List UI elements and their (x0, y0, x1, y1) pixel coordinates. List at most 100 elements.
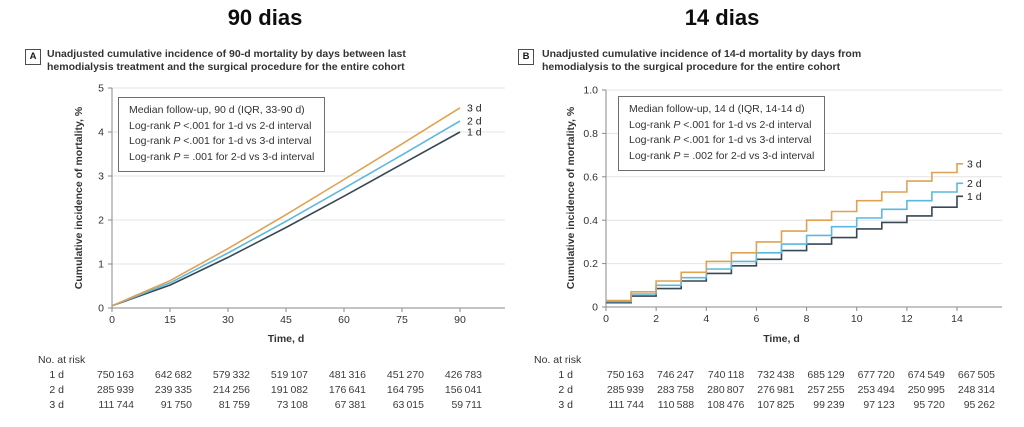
at-risk-value: 164 795 (386, 384, 424, 396)
panel-caption: Unadjusted cumulative incidence of 90-d … (47, 48, 406, 73)
panel-letter-badge: A (25, 49, 41, 65)
y-tick-label: 1 (98, 259, 104, 271)
at-risk-value: 685 129 (807, 369, 845, 381)
at-risk-value: 176 641 (328, 384, 366, 396)
at-risk-value: 642 682 (154, 369, 192, 381)
at-risk-value: 108 476 (707, 399, 745, 411)
legend-line: Log-rank P <.001 for 1-d vs 2-d interval (629, 118, 812, 131)
legend-line: Median follow-up, 90 d (IQR, 33-90 d) (129, 104, 305, 116)
at-risk-header: No. at risk (534, 354, 582, 366)
at-risk-value: 283 758 (657, 384, 695, 396)
at-risk-value: 280 807 (707, 384, 745, 396)
at-risk-value: 214 256 (212, 384, 250, 396)
x-tick-label: 8 (804, 313, 810, 325)
x-tick-label: 15 (164, 314, 176, 326)
series-label: 3 d (467, 102, 482, 114)
chart-14d: 0 2 4 6 8 10 12 14 0 0.2 0.4 0.6 0.8 1.0 3 d 2 d1 d (583, 85, 1002, 325)
x-tick-label: 12 (901, 313, 913, 325)
x-tick-label: 0 (603, 313, 609, 325)
y-tick-label: 0 (592, 302, 598, 314)
at-risk-value: 257 255 (807, 384, 845, 396)
at-risk-row: 1 d 750 163 642 682 579 332 519 107 481 316 45… (0, 369, 512, 382)
at-risk-value: 426 783 (444, 369, 482, 381)
x-tick-label: 10 (851, 313, 863, 325)
x-tick-label: 75 (396, 314, 408, 326)
at-risk-header: No. at risk (38, 354, 86, 366)
at-risk-row-label: 1 d (49, 369, 64, 381)
at-risk-value: 750 163 (606, 369, 644, 381)
y-tick-label: 3 (98, 171, 104, 183)
series-3d (111, 107, 461, 307)
at-risk-value: 250 995 (907, 384, 945, 396)
at-risk-row: 3 d 111 744 110 588 108 476 107 825 99 239 97 … (512, 399, 1024, 412)
at-risk-value: 732 438 (757, 369, 795, 381)
x-tick-label: 6 (754, 313, 760, 325)
series-label: 3 d (967, 158, 982, 170)
legend-line: Log-rank P <.001 for 1-d vs 3-d interval (129, 135, 312, 147)
at-risk-row: 1 d 750 163 746 247 740 118 732 438 685 129 67… (512, 369, 1024, 382)
at-risk-value: 239 335 (154, 384, 192, 396)
at-risk-value: 677 720 (857, 369, 895, 381)
at-risk-value: 67 381 (334, 399, 366, 411)
at-risk-value: 156 041 (444, 384, 482, 396)
y-tick-label: 0.8 (583, 128, 598, 140)
at-risk-value: 91 750 (160, 399, 192, 411)
y-axis-label: Cumulative incidence of mortality, % (73, 106, 85, 290)
at-risk-value: 451 270 (386, 369, 424, 381)
at-risk-value: 95 720 (913, 399, 945, 411)
panel-90d-title: 90 dias (227, 5, 303, 30)
panel-90d: 90 dias A Unadjusted cumulative incidenc… (0, 5, 512, 412)
panel-14d: 14 dias B Unadjusted cumulative incidenc… (512, 0, 1024, 427)
at-risk-value: 667 505 (957, 369, 995, 381)
y-tick-label: 0.2 (583, 258, 598, 270)
legend-line: Log-rank P = .001 for 2-d vs 3-d interva… (129, 150, 315, 163)
panel-caption: Unadjusted cumulative incidence of 14-d … (542, 48, 862, 73)
legend-box: Median follow-up, 14 d (IQR, 14-14 d) Log… (618, 96, 826, 171)
at-risk-value: 579 332 (212, 369, 250, 381)
at-risk-value: 248 314 (957, 384, 995, 396)
series-label: 1 d (467, 127, 482, 139)
at-risk-value: 73 108 (276, 399, 308, 411)
at-risk-row-label: 3 d (558, 399, 573, 411)
series-label: 2 d (467, 116, 482, 128)
series-2d (606, 182, 963, 303)
at-risk-value: 276 981 (757, 384, 795, 396)
at-risk-row: 2 d 285 939 239 335 214 256 191 082 176 641 16… (0, 384, 512, 397)
at-risk-value: 740 118 (707, 369, 745, 381)
at-risk-value: 95 262 (963, 399, 995, 411)
legend-line: Log-rank P <.001 for 1-d vs 3-d interval (629, 134, 812, 146)
at-risk-value: 111 744 (608, 399, 644, 411)
at-risk-value: 481 316 (328, 369, 366, 381)
x-tick-label: 45 (280, 314, 292, 326)
legend-box: Median follow-up, 90 d (IQR, 33-90 d) Log… (118, 97, 326, 172)
x-tick-label: 2 (653, 313, 659, 325)
at-risk-value: 81 759 (218, 399, 250, 411)
x-axis-label: Time, d (763, 333, 800, 345)
at-risk-value: 97 123 (863, 399, 895, 411)
x-tick-label: 60 (338, 314, 350, 326)
series-1d (606, 195, 963, 304)
panel-letter-badge: B (518, 49, 534, 65)
at-risk-value: 107 825 (757, 399, 795, 411)
at-risk-row-label: 3 d (49, 399, 64, 411)
x-tick-label: 30 (222, 314, 234, 326)
at-risk-row-label: 2 d (49, 384, 64, 396)
at-risk-row-label: 2 d (558, 384, 573, 396)
at-risk-row: 2 d 285 939 283 758 280 807 276 981 257 255 25… (512, 384, 1024, 397)
y-tick-label: 2 (98, 215, 104, 227)
legend-line: Median follow-up, 14 d (IQR, 14-14 d) (629, 103, 805, 115)
legend-line: Log-rank P = .002 for 2-d vs 3-d interva… (629, 149, 815, 162)
at-risk-row-label: 1 d (558, 369, 573, 381)
at-risk-value: 746 247 (657, 369, 695, 381)
y-tick-label: 1.0 (583, 85, 598, 97)
at-risk-value: 63 015 (392, 399, 424, 411)
series-label: 2 d (967, 178, 982, 190)
series-1d (111, 131, 461, 307)
at-risk-value: 285 939 (96, 384, 134, 396)
y-tick-label: 5 (98, 83, 104, 95)
at-risk-row: 3 d 111 744 91 750 81 759 73 108 67 381 63 015… (0, 399, 512, 412)
y-axis-label: Cumulative incidence of mortality, % (565, 106, 577, 290)
y-tick-label: 0 (98, 303, 104, 315)
